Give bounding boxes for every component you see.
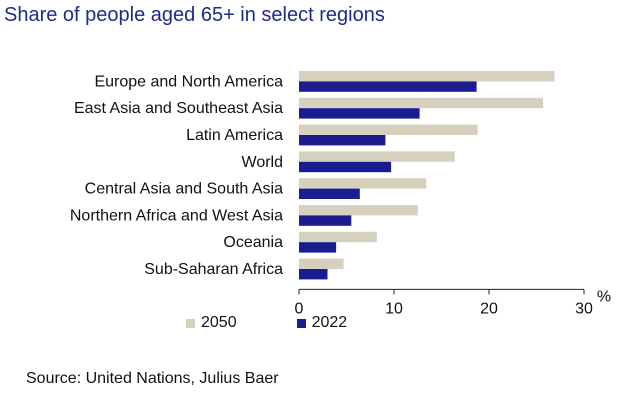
legend: 2050 2022 — [186, 314, 347, 332]
bar-2050-7 — [299, 258, 344, 269]
legend-label-2050: 2050 — [201, 314, 237, 331]
category-label: Latin America — [186, 127, 283, 144]
bar-2050-1 — [299, 97, 544, 109]
source-note: Source: United Nations, Julius Baer — [26, 370, 279, 387]
bar-2050-5 — [299, 205, 418, 216]
x-unit-label: % — [597, 288, 611, 305]
category-label: Sub-Saharan Africa — [144, 261, 283, 278]
category-label: Oceania — [223, 234, 283, 251]
chart-title: Share of people aged 65+ in select regio… — [4, 4, 385, 26]
legend-item-2022: 2022 — [296, 314, 348, 332]
category-label: Northern Africa and West Asia — [70, 207, 283, 224]
legend-label-2022: 2022 — [311, 314, 348, 331]
x-tick-label: 20 — [480, 300, 498, 317]
bar-2022-7 — [299, 269, 328, 280]
bar-2022-4 — [299, 188, 360, 199]
category-label: Central Asia and South Asia — [85, 181, 283, 198]
bar-2022-2 — [299, 135, 386, 146]
category-label: World — [242, 154, 284, 171]
bar-2022-0 — [299, 81, 477, 92]
bar-2022-3 — [299, 161, 392, 173]
bar-2022-1 — [299, 108, 420, 119]
x-tick-label: 30 — [575, 300, 593, 317]
bar-2050-3 — [299, 151, 455, 162]
category-labels: Europe and North America East Asia and So… — [70, 73, 283, 278]
bar-2022-6 — [299, 242, 337, 253]
legend-swatch-2050 — [186, 318, 195, 328]
bar-2050-4 — [299, 178, 427, 189]
x-tick-label: 10 — [385, 300, 403, 317]
category-label: East Asia and Southeast Asia — [74, 100, 283, 117]
bars-group — [299, 71, 555, 280]
legend-item-2050: 2050 — [186, 314, 237, 332]
x-tick-label: 0 — [295, 300, 304, 317]
bar-2050-2 — [299, 124, 478, 135]
bar-2050-0 — [299, 71, 555, 82]
x-axis: 0 10 20 30% — [295, 288, 612, 317]
bar-2050-6 — [299, 231, 377, 243]
category-label: Europe and North America — [94, 73, 283, 90]
legend-swatch-2022 — [296, 318, 306, 328]
bar-2022-5 — [299, 215, 352, 226]
